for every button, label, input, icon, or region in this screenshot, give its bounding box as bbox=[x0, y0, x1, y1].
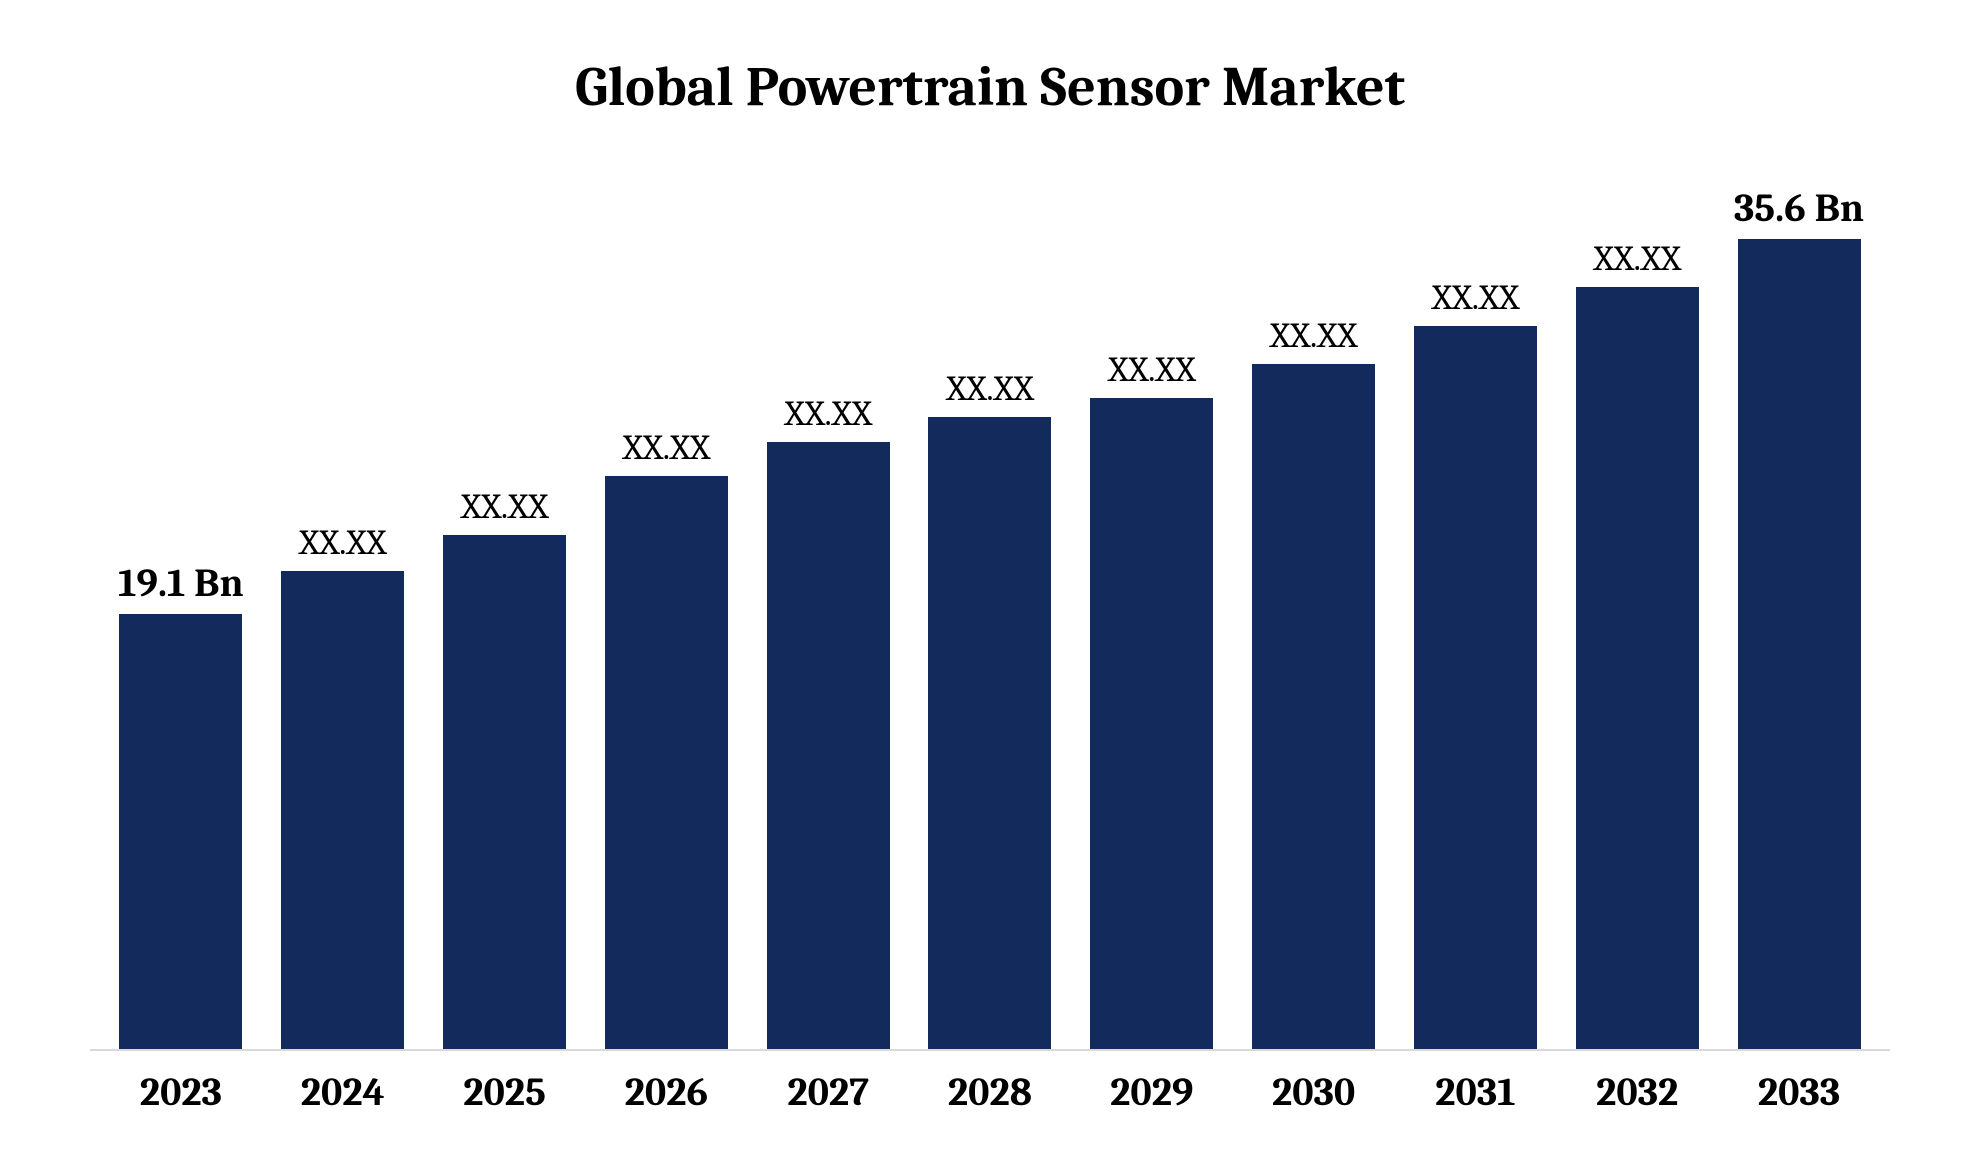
xaxis-tick: 2029 bbox=[1071, 1069, 1233, 1115]
xaxis-tick: 2031 bbox=[1395, 1069, 1557, 1115]
bar-column: XX.XX bbox=[909, 139, 1071, 1049]
xaxis-tick: 2033 bbox=[1718, 1069, 1880, 1115]
bar-column: 19.1 Bn bbox=[100, 139, 262, 1049]
bar-value-label: XX.XX bbox=[1432, 277, 1519, 318]
chart-plot-area: 19.1 Bn XX.XX XX.XX XX.XX XX.XX XX.XX XX.XX XX.… bbox=[90, 139, 1890, 1051]
bar-column: XX.XX bbox=[262, 139, 424, 1049]
bar-value-label: 19.1 Bn bbox=[118, 560, 244, 606]
xaxis-tick: 2028 bbox=[909, 1069, 1071, 1115]
bar-value-label: XX.XX bbox=[461, 486, 548, 527]
bar-value-label: XX.XX bbox=[1594, 238, 1681, 279]
bar-column: XX.XX bbox=[747, 139, 909, 1049]
bar bbox=[1414, 326, 1537, 1049]
bar-column: 35.6 Bn bbox=[1718, 139, 1880, 1049]
bar bbox=[281, 571, 404, 1049]
chart-container: Global Powertrain Sensor Market 19.1 Bn X… bbox=[0, 0, 1980, 1155]
xaxis-tick: 2025 bbox=[424, 1069, 586, 1115]
bar bbox=[1576, 287, 1699, 1049]
bar bbox=[1738, 239, 1861, 1049]
bar-column: XX.XX bbox=[1556, 139, 1718, 1049]
bar bbox=[928, 417, 1051, 1049]
bar-value-label: XX.XX bbox=[623, 427, 710, 468]
bar-column: XX.XX bbox=[585, 139, 747, 1049]
bar-value-label: XX.XX bbox=[946, 368, 1033, 409]
bar-column: XX.XX bbox=[424, 139, 586, 1049]
xaxis-tick: 2027 bbox=[747, 1069, 909, 1115]
bar-value-label: XX.XX bbox=[1108, 349, 1195, 390]
chart-xaxis: 2023202420252026202720282029203020312032… bbox=[90, 1069, 1890, 1115]
bar bbox=[443, 535, 566, 1049]
xaxis-tick: 2030 bbox=[1233, 1069, 1395, 1115]
bar bbox=[119, 614, 242, 1049]
bar-column: XX.XX bbox=[1395, 139, 1557, 1049]
xaxis-tick: 2024 bbox=[262, 1069, 424, 1115]
bar-value-label: XX.XX bbox=[299, 522, 386, 563]
bar-value-label: XX.XX bbox=[1270, 315, 1357, 356]
bar bbox=[767, 442, 890, 1049]
bar-value-label: 35.6 Bn bbox=[1734, 185, 1864, 231]
bar bbox=[605, 476, 728, 1049]
bar-value-label: XX.XX bbox=[785, 393, 872, 434]
chart-title: Global Powertrain Sensor Market bbox=[90, 55, 1890, 119]
xaxis-tick: 2032 bbox=[1556, 1069, 1718, 1115]
bar bbox=[1090, 398, 1213, 1049]
xaxis-tick: 2026 bbox=[585, 1069, 747, 1115]
bar bbox=[1252, 364, 1375, 1049]
xaxis-tick: 2023 bbox=[100, 1069, 262, 1115]
bar-column: XX.XX bbox=[1233, 139, 1395, 1049]
bar-column: XX.XX bbox=[1071, 139, 1233, 1049]
